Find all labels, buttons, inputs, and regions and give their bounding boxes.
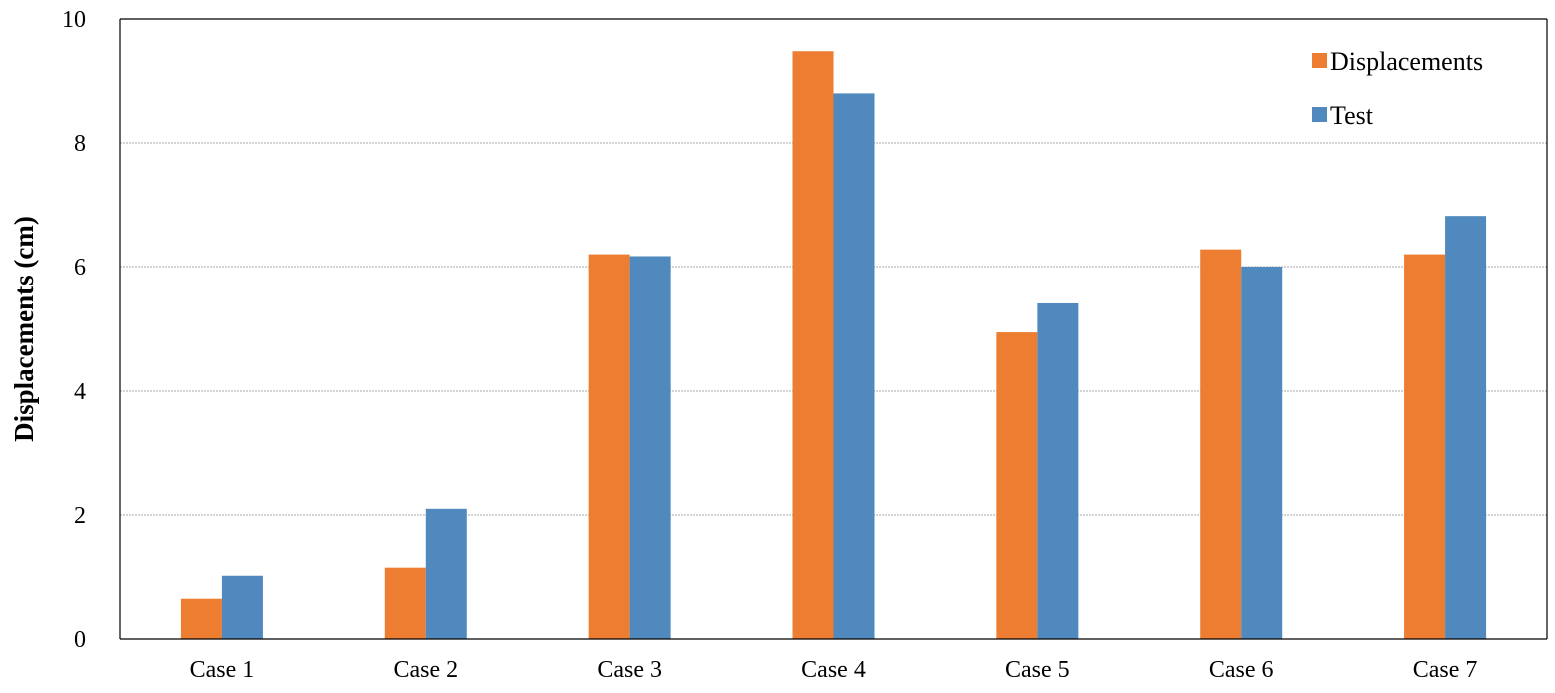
bar-test [629,256,671,639]
gridlines [120,142,1547,516]
bar-test [1037,302,1079,639]
bar-displacements [792,51,834,640]
bar-displacements [384,567,426,639]
x-tick-label: Case 2 [393,657,458,683]
y-tick-label: 0 [74,627,86,653]
y-tick-label: 8 [74,131,86,157]
legend: Displacements Test [1312,47,1483,130]
x-tick-label: Case 6 [1209,657,1274,683]
bar-displacements [180,598,222,639]
x-tick-label: Case 3 [597,657,662,683]
y-axis-title: Displacements (cm) [9,216,39,442]
x-tick-label: Case 7 [1413,657,1478,683]
bar-test [425,508,467,639]
y-tick-label: 2 [74,503,86,529]
x-tick-label: Case 5 [1005,657,1070,683]
bar-test [833,93,875,639]
x-tick-label: Case 4 [801,657,866,683]
bar-displacements [588,254,630,639]
y-tick-label: 10 [62,7,86,33]
legend-swatch [1312,107,1327,122]
bar-displacements [996,332,1038,639]
bar-test [221,575,263,639]
bars [180,51,1487,640]
legend-label: Test [1330,101,1374,130]
axes [119,18,1548,640]
y-tick-labels: 0 2 4 6 8 10 [62,7,86,653]
y-tick-label: 4 [74,379,86,405]
legend-label: Displacements [1330,47,1483,76]
bar-displacements [1404,254,1446,639]
bar-displacements [1200,249,1242,639]
x-tick-label: Case 1 [190,657,255,683]
bar-test [1241,267,1283,639]
legend-swatch [1312,53,1327,68]
y-tick-label: 6 [74,255,86,281]
bar-test [1445,216,1487,639]
x-tick-labels: Case 1 Case 2 Case 3 Case 4 Case 5 Case 6 Case… [190,657,1478,683]
